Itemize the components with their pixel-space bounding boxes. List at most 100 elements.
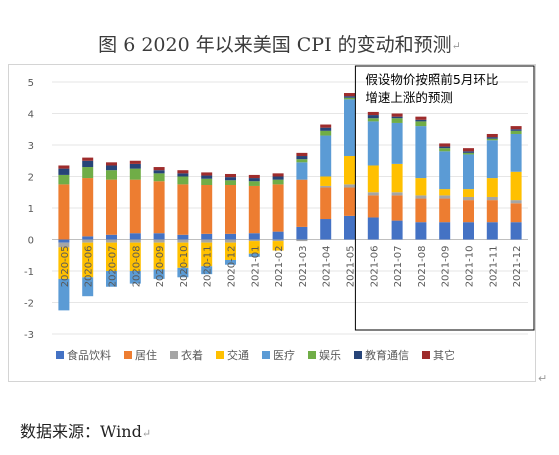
- y-tick-label: 2: [28, 173, 34, 184]
- bar-segment: [82, 242, 94, 278]
- bar-segment: [439, 195, 451, 199]
- bar-segment: [296, 226, 308, 240]
- bar-segment: [82, 167, 94, 179]
- legend-label: 教育通信: [365, 348, 409, 362]
- bar-segment: [272, 179, 284, 185]
- bar-segment: [106, 170, 117, 180]
- bar-segment: [82, 239, 94, 243]
- x-tick-label: 2020-09: [155, 246, 166, 288]
- bar-segment: [510, 129, 522, 131]
- bar-segment: [129, 271, 141, 284]
- bar-segment: [58, 174, 70, 185]
- bar-segment: [344, 93, 355, 97]
- bar-segment: [129, 168, 141, 180]
- bar-segment: [463, 189, 474, 197]
- bar-segment: [463, 151, 474, 153]
- stacked-bar-chart: -3 -2 -1 0 1 2 3 4 5 2020-05 2020-06 2020-07 2020-08…: [24, 65, 535, 362]
- legend-swatch: [308, 351, 316, 359]
- bar-segment: [320, 135, 332, 177]
- x-tick-label: 2021-12: [512, 246, 523, 288]
- y-tick-label: 1: [28, 204, 34, 215]
- bar-segment: [248, 185, 260, 234]
- bar-segment: [58, 168, 70, 175]
- bar-segment: [367, 217, 379, 240]
- bar-segment: [248, 174, 260, 179]
- bar-segment: [415, 222, 427, 240]
- x-tick-label: 2021-02: [274, 246, 285, 288]
- bar-segment: [439, 148, 451, 152]
- bar-segment: [510, 200, 522, 204]
- bar-segment: [344, 187, 355, 216]
- bar-segment: [58, 278, 70, 311]
- bar-segment: [272, 239, 284, 242]
- bar-segment: [153, 173, 165, 182]
- bar-segment: [320, 127, 332, 131]
- bar-segment: [415, 121, 427, 127]
- data-source-text: 数据来源：Wind: [20, 422, 142, 441]
- bar-segment: [463, 148, 474, 152]
- legend-label: 医疗: [273, 348, 295, 362]
- bar-segment: [439, 146, 451, 149]
- bar-segment: [225, 173, 236, 178]
- bar-segment: [177, 242, 189, 268]
- bar-segment: [58, 239, 70, 243]
- legend-swatch: [354, 351, 362, 359]
- legend-label: 交通: [227, 348, 249, 362]
- bar-segment: [510, 171, 522, 201]
- bar-segment: [225, 239, 236, 243]
- bar-segment: [272, 173, 284, 177]
- bar-segment: [510, 222, 522, 240]
- bar-segment: [58, 165, 70, 169]
- bar-segment: [367, 165, 379, 193]
- bar-segment: [225, 233, 236, 240]
- bar-segment: [106, 179, 117, 235]
- bar-segment: [106, 165, 117, 171]
- bar-segment: [153, 239, 165, 243]
- bar-segment: [153, 170, 165, 174]
- bar-segment: [153, 269, 165, 279]
- bar-segment: [486, 178, 498, 197]
- bar-segment: [272, 176, 284, 180]
- bar-segment: [463, 152, 474, 155]
- bar-segment: [486, 137, 498, 139]
- bar-segment: [201, 233, 213, 240]
- x-tick-label: 2021-04: [322, 246, 333, 288]
- bar-segment: [463, 222, 474, 240]
- bar-segment: [391, 192, 403, 196]
- bar-segment: [463, 154, 474, 190]
- bar-segment: [58, 184, 70, 240]
- bar-segment: [177, 184, 189, 235]
- bar-segment: [201, 266, 213, 275]
- x-tick-label: 2021-11: [488, 246, 499, 288]
- bar-segment: [296, 159, 308, 163]
- figure-title-text: 图 6 2020 年以来美国 CPI 的变动和预测: [98, 34, 452, 56]
- bar-segment: [367, 121, 379, 166]
- paragraph-mark-icon: ↵: [538, 372, 548, 385]
- bar-segment: [391, 113, 403, 117]
- bar-segment: [415, 116, 427, 120]
- bar-segment: [439, 222, 451, 240]
- paragraph-mark-icon: ↵: [451, 39, 461, 53]
- bar-segment: [272, 231, 284, 240]
- bar-segment: [391, 118, 403, 123]
- bar-segment: [129, 239, 141, 243]
- bar-segment: [439, 151, 451, 190]
- bar-segment: [272, 241, 284, 251]
- bar-segment: [344, 99, 355, 157]
- bar-segment: [177, 239, 189, 243]
- bar-segment: [82, 178, 94, 237]
- bar-segment: [391, 195, 403, 221]
- forecast-note-line-2: 增速上涨的预测: [365, 90, 453, 105]
- bar-segment: [201, 185, 213, 234]
- x-tick-label: 2021-07: [393, 246, 404, 288]
- bar-segment: [225, 259, 236, 265]
- bar-segment: [391, 220, 403, 240]
- bar-segment: [486, 222, 498, 240]
- x-tick-label: 2021-03: [298, 246, 309, 288]
- x-tick-label: 2021-09: [441, 246, 452, 288]
- legend-swatch: [124, 351, 132, 359]
- bar-segment: [463, 200, 474, 223]
- bar-segment: [344, 97, 355, 100]
- bar-segment: [320, 185, 332, 188]
- bar-segment: [486, 200, 498, 223]
